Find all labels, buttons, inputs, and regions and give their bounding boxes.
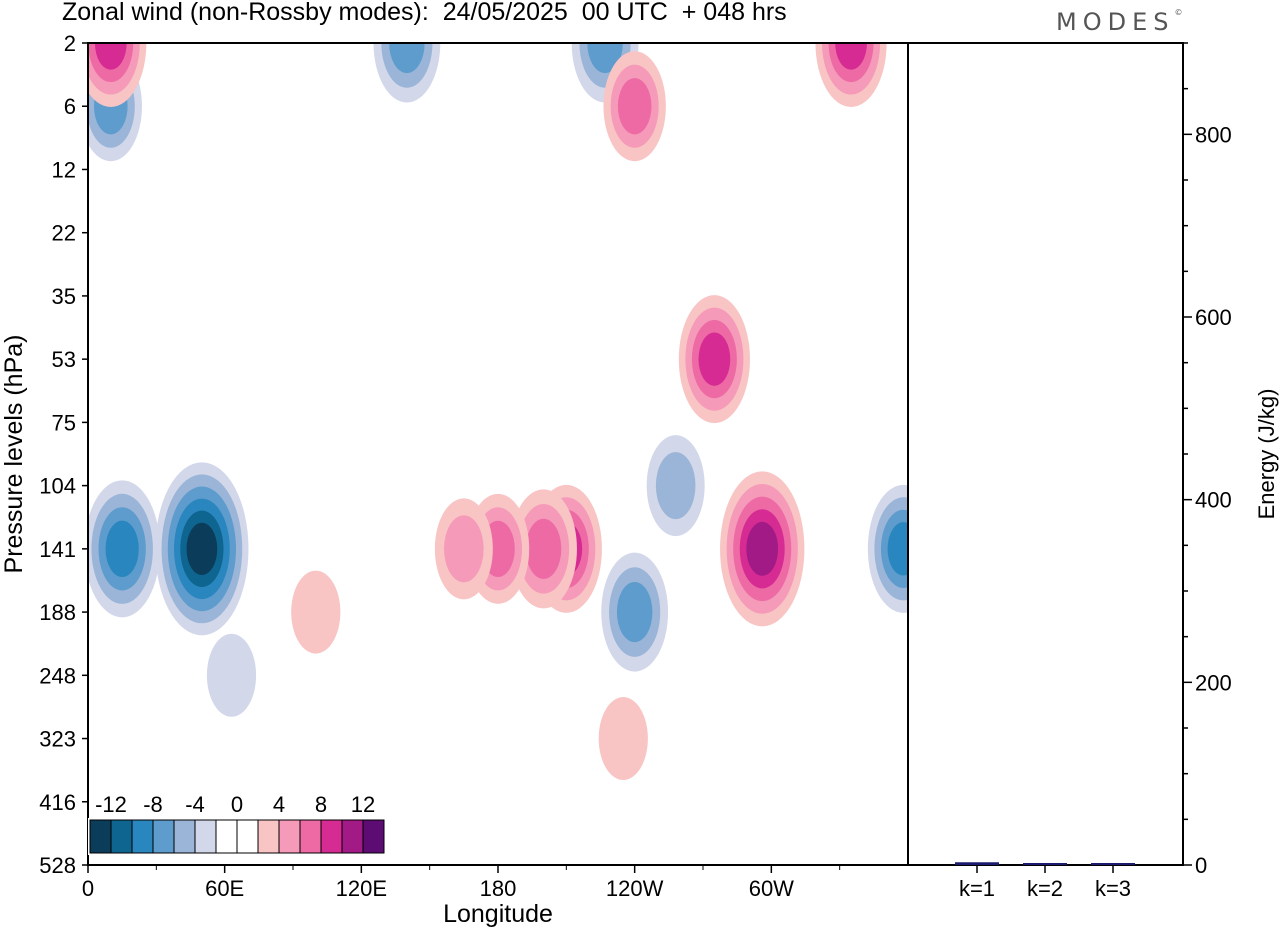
contour-band <box>206 633 257 717</box>
heatmap-feature <box>598 697 648 781</box>
x-tick-label: 0 <box>82 876 94 901</box>
x-axis: 0 60E 120E 180 120W 60W <box>82 865 841 901</box>
colorbar-label: 0 <box>231 792 243 817</box>
heatmap-feature <box>603 51 666 162</box>
colorbar-swatch <box>236 819 259 854</box>
colorbar-swatch <box>278 819 301 854</box>
contour-band <box>444 515 484 583</box>
colorbar-swatch <box>152 819 175 854</box>
colorbar-swatch <box>131 819 154 854</box>
colorbar-label: 12 <box>351 792 375 817</box>
energy-tick-label: 200 <box>1195 670 1232 695</box>
colorbar-swatch <box>257 819 280 854</box>
contour-band <box>525 518 562 579</box>
x-axis-label: Longitude <box>443 900 553 928</box>
colorbar-swatch <box>89 819 112 854</box>
heatmap-feature <box>510 489 577 609</box>
x-tick-label: 60W <box>749 876 794 901</box>
energy-tick-label: 800 <box>1195 122 1232 147</box>
heatmap-feature <box>815 43 887 107</box>
heatmap-feature <box>646 435 705 537</box>
colorbar-label: -4 <box>185 792 205 817</box>
heatmap-feature <box>434 498 493 600</box>
contour-band <box>617 78 652 135</box>
colorbar-label: 8 <box>315 792 327 817</box>
heatmap-feature <box>206 633 257 717</box>
contour-band <box>698 332 731 386</box>
y-tick-label: 12 <box>52 157 76 182</box>
x-tick-label: 60E <box>205 876 244 901</box>
heatmap-feature <box>88 43 147 107</box>
colorbar-swatch <box>194 819 217 854</box>
heatmap-feature <box>373 43 441 103</box>
heatmap-feature <box>601 552 669 672</box>
colorbar-swatch <box>215 819 238 854</box>
heatmap-feature <box>720 471 805 627</box>
energy-frame <box>907 42 1184 866</box>
y-tick-label: 53 <box>52 347 76 372</box>
contour-band <box>94 43 127 70</box>
energy-tick-label: 0 <box>1195 853 1207 878</box>
energy-tick-label: 600 <box>1195 305 1232 330</box>
colorbar-swatch <box>110 819 133 854</box>
contour-band <box>835 43 867 70</box>
energy-axis-label: Energy (J/kg) <box>1254 389 1279 520</box>
colorbar-swatch <box>173 819 196 854</box>
y-tick-label: 141 <box>39 537 76 562</box>
contour-band <box>598 697 648 781</box>
energy-bar <box>1091 863 1135 865</box>
y-axis-label: Pressure levels (hPa) <box>0 335 28 574</box>
y-tick-label: 323 <box>39 727 76 752</box>
colorbar-label: -8 <box>143 792 163 817</box>
heatmap-frame <box>87 42 909 866</box>
y-axis: 2 6 12 22 35 53 75 104 141 188 248 323 416 528 <box>39 31 88 878</box>
heatmap-features <box>88 43 908 781</box>
heatmap-feature <box>155 462 249 636</box>
energy-bar <box>1023 863 1067 865</box>
y-tick-label: 22 <box>52 221 76 246</box>
chart-title: Zonal wind (non-Rossby modes): 24/05/202… <box>62 0 787 26</box>
colorbar: -12 -8 -4 0 4 8 12 <box>88 792 386 855</box>
modes-logo: MODES© <box>1056 8 1183 36</box>
colorbar-label: 4 <box>273 792 285 817</box>
y-tick-label: 104 <box>39 474 76 499</box>
heatmap-feature <box>88 480 160 618</box>
contour-band <box>186 522 218 575</box>
energy-category-label: k=3 <box>1095 876 1131 901</box>
contour-band <box>616 582 653 643</box>
energy-bars: k=1 k=2 k=3 <box>955 862 1135 901</box>
energy-axis: 0 200 400 600 800 <box>1183 42 1232 878</box>
energy-category-label: k=1 <box>959 876 995 901</box>
y-tick-label: 188 <box>39 600 76 625</box>
x-tick-label: 120W <box>606 876 664 901</box>
contour-band <box>291 570 341 654</box>
colorbar-label: -12 <box>95 792 127 817</box>
energy-bar <box>955 862 999 865</box>
y-tick-label: 528 <box>39 853 76 878</box>
contour-band <box>887 522 908 576</box>
x-tick-label: 120E <box>336 876 387 901</box>
y-tick-label: 35 <box>52 284 76 309</box>
heatmap-feature <box>678 295 750 424</box>
logo-text: MODES <box>1056 8 1175 36</box>
colorbar-swatch <box>320 819 343 854</box>
contour-band <box>389 43 425 74</box>
y-tick-label: 416 <box>39 790 76 815</box>
colorbar-swatch <box>362 819 385 854</box>
energy-category-label: k=2 <box>1027 876 1063 901</box>
contour-band <box>655 452 696 520</box>
contour-band <box>105 520 139 578</box>
x-tick-label: 180 <box>480 876 517 901</box>
colorbar-swatch <box>341 819 364 854</box>
heatmap-feature <box>867 484 908 613</box>
heatmap-feature <box>291 570 341 654</box>
y-tick-label: 2 <box>64 31 76 56</box>
y-tick-label: 6 <box>64 94 76 119</box>
energy-tick-label: 400 <box>1195 488 1232 513</box>
colorbar-swatch <box>299 819 322 854</box>
contour-band <box>746 521 779 576</box>
y-tick-label: 248 <box>39 663 76 688</box>
y-tick-label: 75 <box>52 410 76 435</box>
